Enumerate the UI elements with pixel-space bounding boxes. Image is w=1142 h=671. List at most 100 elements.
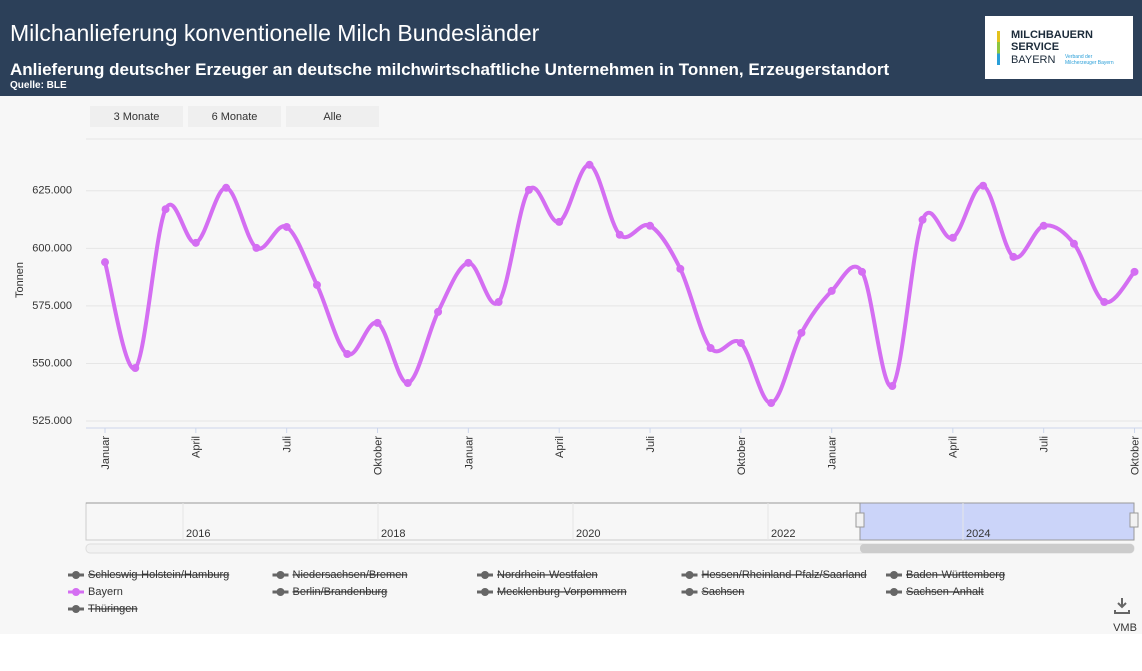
x-tick-label: April bbox=[948, 436, 960, 458]
legend-item[interactable]: Hessen/Rheinland-Pfalz/Saarland bbox=[681, 569, 867, 581]
point bbox=[191, 238, 200, 247]
legend-item[interactable]: Niedersachsen/Bremen bbox=[272, 569, 408, 581]
point bbox=[1130, 267, 1139, 276]
point bbox=[101, 258, 109, 267]
navigator-year: 2020 bbox=[576, 528, 600, 540]
range-button[interactable] bbox=[90, 106, 183, 127]
legend-label: Schleswig-Holstein/Hamburg bbox=[88, 569, 229, 581]
point bbox=[585, 160, 594, 169]
legend-item[interactable]: Berlin/Brandenburg bbox=[272, 586, 388, 598]
download-button[interactable] bbox=[1110, 593, 1134, 617]
legend-item[interactable]: Sachsen bbox=[681, 586, 745, 598]
point bbox=[646, 221, 655, 230]
point bbox=[858, 267, 866, 276]
plot: 3 Monate 6 Monate Alle Tonnen 525.000 550.000… bbox=[14, 106, 1142, 634]
navigator-year: 2024 bbox=[966, 528, 990, 540]
point bbox=[222, 183, 231, 192]
legend-item[interactable]: Sachsen-Anhalt bbox=[886, 586, 984, 598]
navigator-selection bbox=[859, 502, 1135, 541]
point bbox=[948, 233, 957, 242]
y-tick-label: 575.000 bbox=[32, 300, 72, 312]
logo-tagline: Verband der Milcherzeuger Bayern bbox=[1065, 54, 1114, 66]
scrollbar-thumb[interactable] bbox=[860, 544, 1134, 553]
download-icon bbox=[1114, 598, 1130, 614]
y-axis-title: Tonnen bbox=[14, 262, 26, 298]
legend-item[interactable]: Mecklenburg-Vorpommern bbox=[477, 586, 627, 598]
point bbox=[161, 205, 170, 214]
navigator-year: 2018 bbox=[381, 528, 405, 540]
legend-label: Niedersachsen/Bremen bbox=[293, 569, 408, 581]
legend-symbol bbox=[276, 588, 285, 596]
point bbox=[343, 350, 352, 359]
x-tick-label: Juli bbox=[282, 436, 294, 453]
subtitle: Anlieferung deutscher Erzeuger an deutsc… bbox=[10, 60, 890, 79]
legend-symbol bbox=[685, 588, 694, 596]
legend-label: Sachsen-Anhalt bbox=[906, 586, 984, 598]
x-tick-label: Oktober bbox=[1129, 436, 1141, 475]
chart: 3 Monate 6 Monate Alle Tonnen 525.000 550.000… bbox=[0, 96, 1142, 634]
point bbox=[403, 379, 412, 388]
legend-label: Nordrhein-Westfalen bbox=[497, 569, 598, 581]
legend-label: Hessen/Rheinland-Pfalz/Saarland bbox=[702, 569, 867, 581]
point bbox=[918, 215, 927, 224]
x-tick-label: Oktober bbox=[372, 436, 384, 475]
legend-symbol bbox=[72, 605, 80, 613]
legend-item[interactable]: Baden-Württemberg bbox=[886, 569, 1005, 581]
x-tick-label: Januar bbox=[100, 436, 112, 470]
legend-label: Thüringen bbox=[88, 603, 138, 615]
point bbox=[252, 243, 261, 252]
point bbox=[706, 344, 715, 353]
point bbox=[434, 307, 443, 316]
legend-item[interactable]: Bayern bbox=[68, 586, 123, 598]
point bbox=[767, 399, 776, 408]
x-tick-label: Juli bbox=[1039, 436, 1051, 453]
logo-line: SERVICE bbox=[1011, 41, 1060, 53]
point bbox=[615, 230, 624, 239]
x-tick-label: Oktober bbox=[736, 436, 748, 475]
x-tick-label: Januar bbox=[463, 436, 475, 470]
legend-symbol bbox=[685, 571, 694, 579]
y-tick-label: 625.000 bbox=[32, 185, 72, 197]
point bbox=[494, 297, 503, 306]
legend-symbol bbox=[890, 588, 898, 596]
point bbox=[282, 222, 291, 231]
navigator-year: 2022 bbox=[771, 528, 795, 540]
legend-symbol bbox=[890, 571, 898, 579]
legend-label: Sachsen bbox=[702, 586, 745, 598]
x-tick-label: Juli bbox=[645, 436, 657, 453]
point bbox=[1039, 221, 1048, 230]
navigator-handle[interactable] bbox=[855, 512, 865, 528]
range-button[interactable] bbox=[188, 106, 281, 127]
range-button-label[interactable]: 6 Monate bbox=[212, 111, 258, 123]
point bbox=[312, 280, 321, 289]
y-tick-label: 550.000 bbox=[32, 357, 72, 369]
navigator-year: 2016 bbox=[186, 528, 210, 540]
legend-label: Bayern bbox=[88, 586, 123, 598]
legend-item[interactable]: Schleswig-Holstein/Hamburg bbox=[68, 569, 229, 581]
legend-symbol bbox=[72, 571, 80, 579]
header: Milchanlieferung konventionelle Milch Bu… bbox=[0, 0, 1142, 96]
range-button-label[interactable]: 3 Monate bbox=[114, 111, 160, 123]
legend-item[interactable]: Nordrhein-Westfalen bbox=[477, 569, 598, 581]
point bbox=[373, 318, 382, 327]
logo-text: MILCHBAUERN SERVICE bbox=[1011, 29, 1093, 53]
legend-symbol bbox=[276, 571, 285, 579]
point bbox=[464, 258, 473, 267]
logo-line: MILCHBAUERN bbox=[1011, 29, 1093, 41]
range-button-label[interactable]: Alle bbox=[323, 111, 341, 123]
legend-item[interactable]: Thüringen bbox=[68, 603, 138, 615]
point bbox=[1069, 239, 1078, 248]
point bbox=[1100, 297, 1109, 306]
range-button[interactable] bbox=[286, 106, 379, 127]
logo-bars bbox=[997, 31, 1000, 65]
y-tick-label: 600.000 bbox=[32, 242, 72, 254]
navigator-handle[interactable] bbox=[1129, 512, 1139, 528]
point bbox=[555, 217, 564, 226]
logo-line: BAYERN bbox=[1011, 54, 1056, 66]
legend-label: Baden-Württemberg bbox=[906, 569, 1005, 581]
legend-label: Mecklenburg-Vorpommern bbox=[497, 586, 627, 598]
point bbox=[1009, 252, 1018, 261]
legend-symbol bbox=[481, 571, 489, 579]
point bbox=[797, 328, 806, 337]
